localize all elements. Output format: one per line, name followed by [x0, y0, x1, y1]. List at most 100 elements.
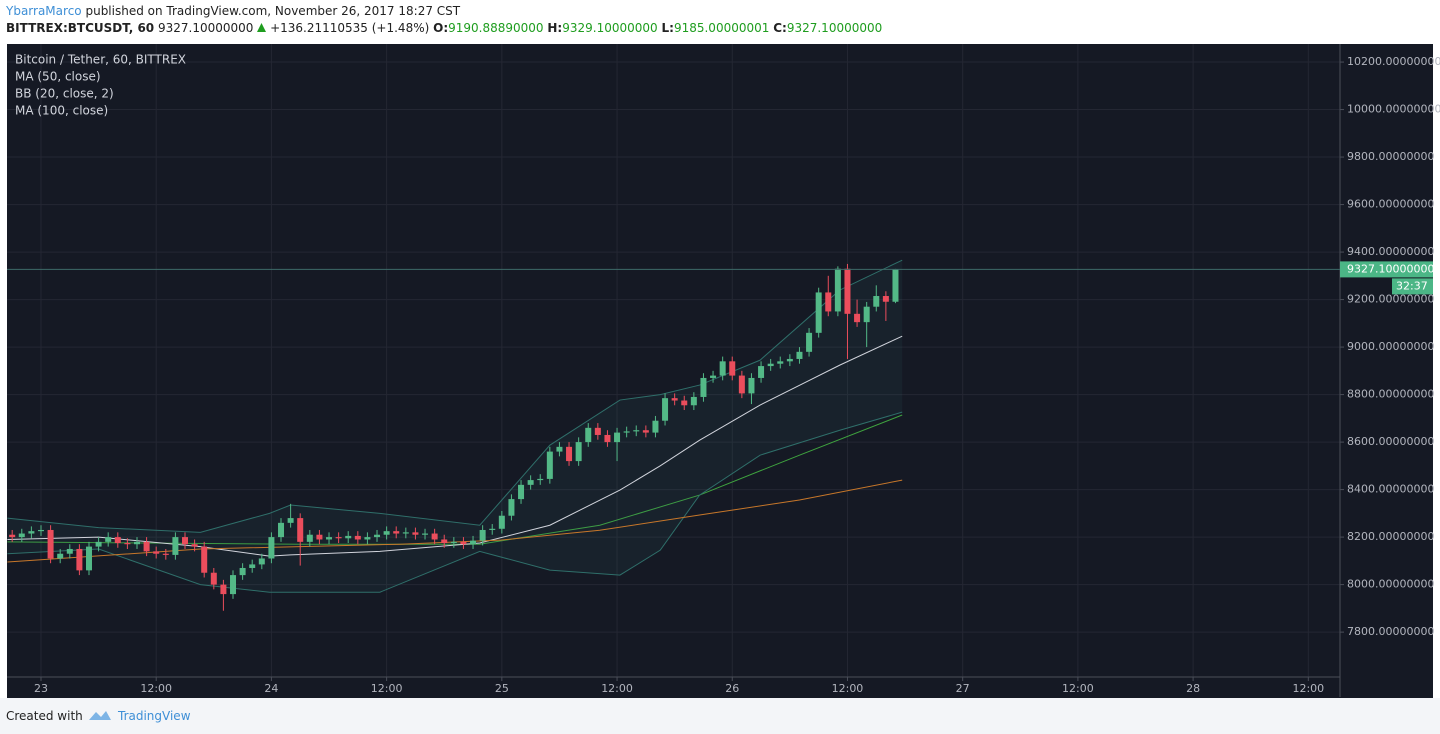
l-label: L: [661, 21, 674, 35]
y-tick-label: 8800.00000000 [1347, 388, 1434, 401]
candle-body [383, 531, 390, 535]
candle-body [201, 546, 208, 573]
candle-body [604, 434, 611, 443]
candle-body [18, 533, 25, 538]
candle-body [124, 543, 131, 545]
logo [89, 711, 111, 720]
y-tick-label: 8400.00000000 [1347, 483, 1434, 496]
candle-body [796, 351, 803, 359]
candle-body [249, 564, 256, 568]
candle-body [748, 377, 755, 394]
candle-body [498, 515, 505, 529]
legend-item: MA (50, close) [15, 70, 101, 84]
candle-body [9, 534, 16, 538]
candle-body [508, 499, 515, 516]
candle-body [767, 363, 774, 367]
candle-body [37, 529, 44, 532]
chart-title: Bitcoin / Tether, 60, BITTREX [15, 53, 186, 67]
candle-body [316, 534, 323, 540]
candle-body [335, 537, 342, 539]
y-tick-label: 9600.00000000 [1347, 198, 1434, 211]
candle-body [652, 420, 659, 433]
candle-body [143, 541, 150, 552]
candle-body [95, 541, 102, 547]
candle-body [258, 558, 265, 565]
l-value: 9185.00000001 [673, 21, 770, 35]
candle-body [863, 306, 870, 323]
last-price-label: 9327.10000000 [1347, 262, 1434, 275]
legend-item: BB (20, close, 2) [15, 87, 114, 101]
up-arrow [257, 23, 267, 32]
candle-body [57, 553, 64, 559]
y-tick-label: 8200.00000000 [1347, 530, 1434, 543]
candle-body [882, 296, 889, 302]
candle-body [729, 361, 736, 376]
h-value: 9329.10000000 [562, 21, 658, 35]
candle-body [345, 535, 352, 539]
o-label: O: [433, 21, 449, 35]
candle-body [594, 427, 601, 435]
x-tick-label: 12:00 [140, 682, 172, 695]
created-with: Created with [6, 709, 83, 723]
candle-body [393, 531, 400, 534]
legend-item: MA (100, close) [15, 104, 108, 118]
candle-body [210, 572, 217, 585]
candle-body [326, 537, 333, 540]
candle-body [441, 539, 448, 544]
candle-body [182, 537, 189, 545]
band-fill [7, 260, 903, 593]
candle-body [374, 534, 381, 538]
candle-body [546, 451, 553, 479]
candle-body [220, 584, 227, 595]
candle-body [66, 548, 73, 554]
chart: Bitcoin / Tether, 60, BITTREX MA (50, cl… [7, 44, 1440, 698]
candle-body [297, 518, 304, 542]
candle-body [85, 546, 92, 571]
candle-body [738, 375, 745, 394]
candle-body [537, 478, 544, 481]
candle-body [585, 427, 592, 443]
candle-body [105, 537, 112, 542]
candle-body [479, 529, 486, 541]
y-tick-label: 8600.00000000 [1347, 435, 1434, 448]
candle-body [364, 537, 371, 540]
change: +136.21110535 (+1.48%) [270, 21, 430, 35]
symbol: BITTREX:BTCUSDT, 60 [6, 21, 155, 35]
candle-body [642, 430, 649, 433]
x-tick-label: 12:00 [832, 682, 864, 695]
candle-body [719, 361, 726, 376]
brand[interactable]: TradingView [118, 709, 191, 723]
price: 9327.10000000 [157, 21, 254, 35]
candle-body [614, 432, 621, 443]
published: published on TradingView.com, November 2… [85, 4, 461, 18]
candle-body [758, 366, 765, 378]
x-tick-label: 27 [956, 682, 970, 695]
candle-body [815, 292, 822, 333]
candle-body [556, 446, 563, 452]
candle-body [114, 537, 121, 544]
countdown: 32:37 [1396, 279, 1428, 292]
candle-body [825, 292, 832, 312]
footer: Created with TradingView [0, 698, 1440, 734]
candle-body [700, 377, 707, 397]
countdown-box [1392, 278, 1433, 295]
ma-line [7, 479, 903, 563]
candle-body [518, 484, 525, 500]
y-tick-label: 7800.00000000 [1347, 625, 1434, 638]
candle-body [710, 375, 717, 378]
y-tick-label: 9400.00000000 [1347, 245, 1434, 258]
last-price-box [1340, 261, 1433, 278]
x-tick-label: 12:00 [1292, 682, 1324, 695]
candle-body [460, 541, 467, 545]
y-tick-label: 10200.00000000 [1347, 55, 1440, 68]
candle-body [777, 361, 784, 364]
candle-body [566, 446, 573, 462]
author[interactable]: YbarraMarco [6, 4, 82, 18]
x-tick-label: 12:00 [371, 682, 403, 695]
candle-body [527, 480, 534, 485]
candle-body [662, 398, 669, 421]
x-tick-label: 25 [495, 682, 509, 695]
bb-basis [7, 335, 903, 557]
candle-body [268, 537, 275, 559]
